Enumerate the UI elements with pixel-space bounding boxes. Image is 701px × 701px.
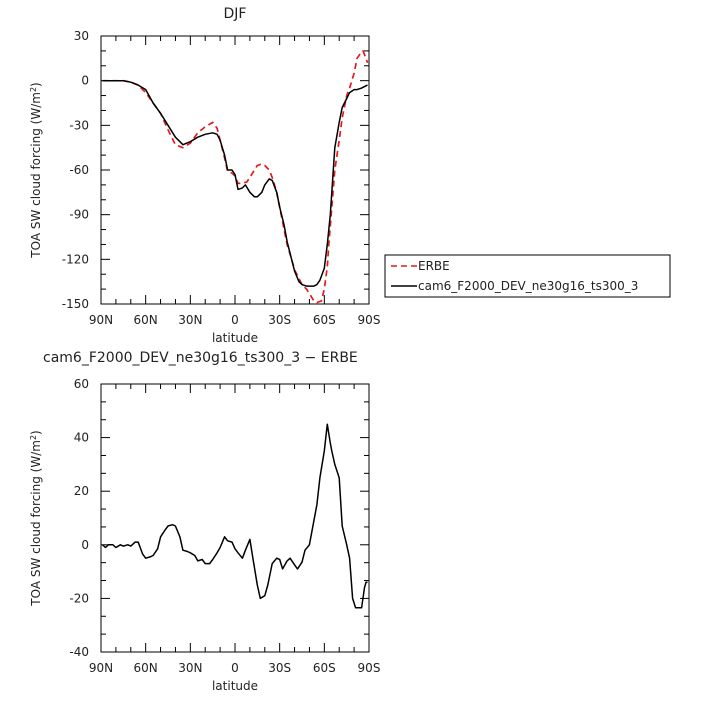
series-line-0	[102, 50, 369, 304]
x-tick-label: 90N	[89, 661, 113, 675]
plot-frame	[100, 383, 370, 653]
x-tick-label: 90S	[358, 313, 381, 327]
y-tick-label: -20	[69, 591, 89, 605]
x-tick-label: 30S	[268, 661, 291, 675]
x-tick-label: 30S	[268, 313, 291, 327]
chart-title: cam6_F2000_DEV_ne30g16_ts300_3 − ERBE	[43, 350, 358, 366]
chart-bottom-difference: cam6_F2000_DEV_ne30g16_ts300_3 − ERBE TO…	[29, 350, 381, 693]
x-tick-label: 90S	[358, 661, 381, 675]
series-line-1	[102, 79, 368, 287]
x-tick-label: 0	[231, 661, 239, 675]
y-tick-label: -40	[69, 645, 89, 659]
x-tick-label: 30N	[178, 661, 202, 675]
y-axis-label: TOA SW cloud forcing (W/m2)	[29, 82, 44, 258]
y-tick-label: 60	[74, 377, 89, 391]
x-tick-label: 30N	[178, 313, 202, 327]
chart-top-djf: DJF TOA SW cloud forcing (W/m2) latitude…	[29, 6, 381, 345]
y-axis-label: TOA SW cloud forcing (W/m2)	[29, 430, 44, 606]
y-tick-label: 0	[81, 74, 89, 88]
y-tick-label: -60	[69, 163, 89, 177]
y-tick-label: 0	[81, 538, 89, 552]
x-tick-label: 60S	[313, 313, 336, 327]
x-axis-label: latitude	[212, 679, 258, 693]
chart-title: DJF	[224, 6, 247, 22]
y-tick-label: -90	[69, 208, 89, 222]
y-tick-label: 20	[74, 484, 89, 498]
legend-label-erbe: ERBE	[418, 259, 450, 273]
x-tick-label: 0	[231, 313, 239, 327]
legend-label-model: cam6_F2000_DEV_ne30g16_ts300_3	[418, 279, 638, 293]
legend: ERBE cam6_F2000_DEV_ne30g16_ts300_3	[384, 254, 671, 298]
x-tick-label: 60N	[134, 313, 158, 327]
y-tick-label: -120	[62, 252, 89, 266]
axis-ticks: 90N 60N 30N 0 30S 60S 90S 60 40 20 0 -20 -40	[69, 377, 380, 675]
series-line-0	[101, 423, 368, 609]
x-axis-label: latitude	[212, 331, 258, 345]
x-tick-label: 90N	[89, 313, 113, 327]
series-lines	[102, 50, 369, 304]
axis-ticks: 90N 60N 30N 0 30S 60S 90S 30 0 -30 -60 -90 -120 -150	[62, 29, 381, 327]
plot-frame	[100, 35, 370, 305]
y-tick-label: -150	[62, 297, 89, 311]
series-lines	[101, 423, 368, 609]
x-tick-label: 60S	[313, 661, 336, 675]
y-tick-label: -30	[69, 118, 89, 132]
y-tick-label: 30	[74, 29, 89, 43]
x-tick-label: 60N	[134, 661, 158, 675]
y-tick-label: 40	[74, 431, 89, 445]
legend-box	[384, 254, 671, 298]
